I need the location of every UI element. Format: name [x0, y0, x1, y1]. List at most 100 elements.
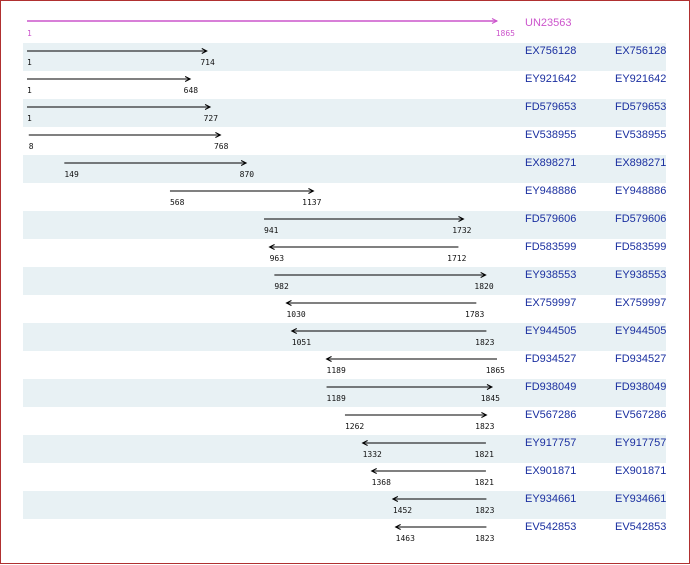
alignment-end-label: 1821 — [475, 450, 494, 459]
alignment-arrow-arrowhead — [204, 104, 212, 110]
alignment-end-label: 1845 — [481, 394, 500, 403]
alignment-end-label: 727 — [204, 114, 219, 123]
row-stripe — [23, 99, 666, 127]
alignment-start-label: 1051 — [292, 338, 311, 347]
accession-link[interactable]: EY948886 — [525, 185, 577, 197]
reference-arrow-arrowhead — [491, 18, 499, 24]
alignment-arrow-arrowhead — [308, 188, 315, 194]
accession-link[interactable]: FD579653 — [525, 101, 577, 113]
accession-link[interactable]: EY917757 — [525, 437, 577, 449]
accession-link[interactable]: EY934661 — [525, 493, 577, 505]
accession-link-secondary[interactable]: EX898271 — [615, 157, 667, 169]
alignment-arrow-arrowhead — [458, 216, 465, 222]
accession-link-secondary[interactable]: EY944505 — [615, 325, 667, 337]
alignment-arrow-arrowhead — [201, 48, 208, 54]
alignment-end-label: 1732 — [452, 226, 471, 235]
row-stripe — [23, 491, 666, 519]
row-stripe — [23, 323, 666, 351]
alignment-arrow-arrowhead — [361, 440, 368, 446]
accession-link-secondary[interactable]: FD934527 — [615, 353, 667, 365]
alignment-end-label: 1820 — [474, 282, 493, 291]
alignment-arrow-arrowhead — [391, 496, 399, 502]
alignment-end-label: 1783 — [465, 310, 484, 319]
alignment-end-label: 1823 — [475, 422, 494, 431]
alignment-arrow-arrowhead — [370, 468, 377, 474]
alignment-start-label: 941 — [264, 226, 279, 235]
accession-link-secondary[interactable]: EY917757 — [615, 437, 667, 449]
alignment-end-label: 1137 — [302, 198, 321, 207]
accession-link[interactable]: EX901871 — [525, 465, 577, 477]
accession-link[interactable]: EY921642 — [525, 73, 577, 85]
alignment-start-label: 982 — [274, 282, 289, 291]
alignment-arrow-arrowhead — [268, 244, 275, 250]
accession-link-secondary[interactable]: EX759997 — [615, 297, 667, 309]
accession-link-secondary[interactable]: FD583599 — [615, 241, 667, 253]
accession-link-secondary[interactable]: EV542853 — [615, 521, 667, 533]
reference-end-label: 1865 — [496, 29, 515, 38]
row-stripe — [23, 267, 666, 295]
alignment-arrow-arrowhead — [480, 272, 487, 278]
alignment-end-label: 1865 — [486, 366, 505, 375]
accession-link-secondary[interactable]: EX756128 — [615, 45, 667, 57]
alignment-arrow-arrowhead — [240, 160, 248, 166]
alignment-start-label: 1452 — [393, 506, 412, 515]
row-stripe — [23, 155, 666, 183]
alignment-end-label: 1712 — [447, 254, 466, 263]
alignment-start-label: 1 — [27, 114, 32, 123]
accession-link[interactable]: EV542853 — [525, 521, 577, 533]
alignment-start-label: 1030 — [286, 310, 305, 319]
alignment-start-label: 149 — [64, 170, 79, 179]
alignment-start-label: 1262 — [345, 422, 364, 431]
accession-link-secondary[interactable]: EY934661 — [615, 493, 667, 505]
accession-link-secondary[interactable]: EX901871 — [615, 465, 667, 477]
row-stripe — [23, 211, 666, 239]
alignment-end-label: 870 — [240, 170, 255, 179]
alignment-arrow-arrowhead — [184, 76, 192, 82]
alignment-start-label: 963 — [270, 254, 285, 263]
accession-link[interactable]: FD583599 — [525, 241, 577, 253]
alignment-arrow-arrowhead — [394, 524, 401, 530]
alignment-end-label: 1821 — [475, 478, 494, 487]
accession-link[interactable]: FD579606 — [525, 213, 577, 225]
accession-link-secondary[interactable]: FD938049 — [615, 381, 667, 393]
alignment-arrow-arrowhead — [290, 328, 297, 334]
alignment-start-label: 1 — [27, 86, 32, 95]
alignment-start-label: 1332 — [363, 450, 382, 459]
accession-link[interactable]: EY938553 — [525, 269, 577, 281]
alignment-end-label: 1823 — [475, 506, 494, 515]
alignment-end-label: 1823 — [475, 338, 494, 347]
alignment-start-label: 1463 — [396, 534, 415, 543]
alignment-arrow-arrowhead — [486, 384, 494, 390]
alignment-arrow-arrowhead — [285, 300, 292, 306]
accession-link[interactable]: EX898271 — [525, 157, 577, 169]
alignment-end-label: 1823 — [475, 534, 494, 543]
accession-link[interactable]: EY944505 — [525, 325, 577, 337]
alignment-start-label: 1189 — [327, 394, 346, 403]
accession-link[interactable]: FD938049 — [525, 381, 577, 393]
alignment-start-label: 8 — [29, 142, 34, 151]
alignment-start-label: 1189 — [327, 366, 346, 375]
accession-link-secondary[interactable]: EY921642 — [615, 73, 667, 85]
accession-link[interactable]: EX759997 — [525, 297, 577, 309]
alignment-start-label: 1368 — [372, 478, 391, 487]
accession-link-secondary[interactable]: FD579606 — [615, 213, 667, 225]
accession-link[interactable]: EV567286 — [525, 409, 577, 421]
accession-link-secondary[interactable]: FD579653 — [615, 101, 667, 113]
accession-link[interactable]: EV538955 — [525, 129, 577, 141]
alignment-end-label: 648 — [184, 86, 199, 95]
accession-link-secondary[interactable]: EY938553 — [615, 269, 667, 281]
accession-link-secondary[interactable]: EV567286 — [615, 409, 667, 421]
alignment-start-label: 568 — [170, 198, 185, 207]
row-stripe — [23, 379, 666, 407]
row-stripe — [23, 435, 666, 463]
accession-link-secondary[interactable]: EY948886 — [615, 185, 667, 197]
row-stripe — [23, 43, 666, 71]
alignment-arrow-arrowhead — [215, 132, 222, 138]
accession-link[interactable]: EX756128 — [525, 45, 577, 57]
accession-link-secondary[interactable]: EV538955 — [615, 129, 667, 141]
accession-link[interactable]: FD934527 — [525, 353, 577, 365]
reference-id-link[interactable]: UN23563 — [525, 17, 572, 29]
reference-start-label: 1 — [27, 29, 32, 38]
